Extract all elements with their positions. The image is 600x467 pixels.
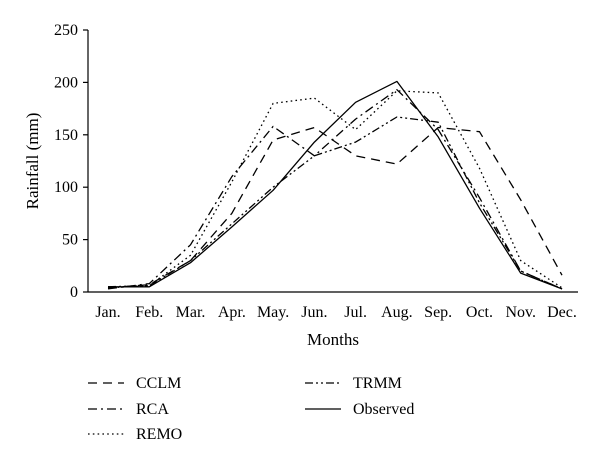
legend-item-rca: RCA [88, 401, 169, 418]
legend-item-observed: Observed [305, 401, 414, 418]
x-tick-label: Nov. [505, 304, 536, 321]
x-tick-label: Jan. [95, 304, 120, 321]
series-line-cclm [107, 126, 563, 289]
x-tick-labels: Jan. Feb. Mar. Apr. May. Jun. Jul. Aug. Sep. Oct.… [95, 304, 577, 321]
x-tick-label: Apr. [218, 304, 246, 321]
x-tick-label: Aug. [381, 304, 413, 321]
x-tick-label: Feb. [135, 304, 163, 321]
x-tick-label: Dec. [547, 304, 577, 321]
legend-item-cclm: CCLM [88, 375, 181, 392]
axes [87, 30, 578, 293]
x-tick-label: Jun. [301, 304, 327, 321]
series-line-rca [107, 89, 563, 290]
series-lines [107, 80, 563, 290]
series-line-observed [108, 80, 563, 290]
series-line-trmm [107, 116, 563, 290]
y-tick-label: 250 [54, 22, 78, 39]
y-tick-label: 0 [70, 284, 78, 301]
legend-label: Observed [353, 401, 414, 418]
x-tick-label: Oct. [466, 304, 493, 321]
y-tick-label: 100 [54, 179, 78, 196]
legend-label: RCA [136, 401, 169, 418]
x-tick-label: Jul. [344, 304, 367, 321]
legend-label: TRMM [353, 375, 402, 392]
legend-label: CCLM [136, 375, 181, 392]
y-tick-label: 50 [62, 232, 78, 249]
y-axis-title: Rainfall (mm) [23, 113, 42, 210]
x-tick-label: Sep. [424, 304, 452, 321]
y-tick-label: 150 [54, 127, 78, 144]
y-tick-labels: 0 50 100 150 200 250 [54, 22, 88, 301]
x-tick-label: Mar. [176, 304, 206, 321]
legend-item-remo: REMO [88, 426, 182, 443]
x-tick-label: May. [257, 304, 289, 321]
x-axis-title: Months [307, 330, 359, 349]
legend-label: REMO [136, 426, 182, 443]
legend: CCLM RCA REMO TRMM Observed [88, 375, 414, 443]
legend-item-trmm: TRMM [305, 375, 402, 392]
y-tick-label: 200 [54, 74, 78, 91]
